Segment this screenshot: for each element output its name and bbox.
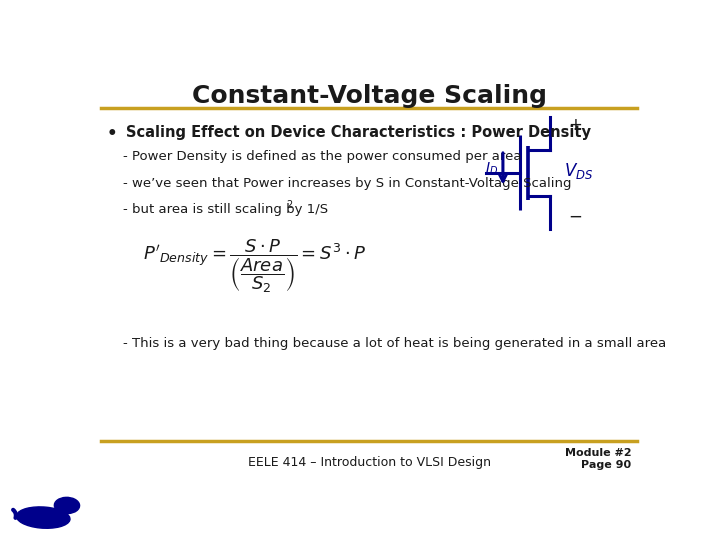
Text: Page 90: Page 90: [581, 460, 631, 470]
Text: - we’ve seen that Power increases by S in Constant-Voltage Scaling: - we’ve seen that Power increases by S i…: [124, 177, 572, 190]
Text: •: •: [107, 125, 117, 143]
Text: - Power Density is defined as the power consumed per area: - Power Density is defined as the power …: [124, 150, 522, 163]
FancyArrowPatch shape: [13, 510, 16, 518]
Text: - but area is still scaling by 1/S: - but area is still scaling by 1/S: [124, 203, 328, 216]
Text: EELE 414 – Introduction to VLSI Design: EELE 414 – Introduction to VLSI Design: [248, 456, 490, 469]
Text: Constant-Voltage Scaling: Constant-Voltage Scaling: [192, 84, 546, 107]
Text: −: −: [569, 207, 582, 226]
Text: $V_{DS}$: $V_{DS}$: [564, 161, 594, 181]
Ellipse shape: [54, 497, 80, 514]
Text: Module #2: Module #2: [564, 448, 631, 458]
Ellipse shape: [17, 507, 70, 528]
Text: +: +: [569, 116, 582, 134]
Text: - This is a very bad thing because a lot of heat is being generated in a small a: - This is a very bad thing because a lot…: [124, 337, 667, 350]
Text: $P'_{Density} = \dfrac{S \cdot P}{\left(\dfrac{Area}{S_2}\right)} = S^3 \cdot P$: $P'_{Density} = \dfrac{S \cdot P}{\left(…: [143, 238, 366, 295]
Text: Scaling Effect on Device Characteristics : Power Density: Scaling Effect on Device Characteristics…: [126, 125, 591, 140]
Text: $I_D$: $I_D$: [485, 160, 498, 177]
Text: 2: 2: [287, 200, 292, 210]
